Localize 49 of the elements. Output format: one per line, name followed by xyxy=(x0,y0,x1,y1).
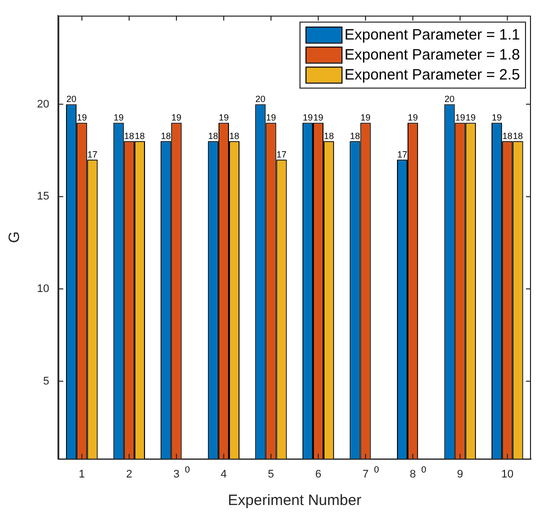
data-label: 19 xyxy=(313,112,324,123)
data-label: 18 xyxy=(324,131,334,142)
annotation: 0 xyxy=(421,464,426,474)
data-label: 20 xyxy=(444,94,455,104)
data-label: 18 xyxy=(134,131,145,142)
data-label: 18 xyxy=(160,131,171,142)
x-tick-label: 4 xyxy=(220,468,227,480)
data-label: 20 xyxy=(66,94,76,104)
data-label: 18 xyxy=(229,131,240,142)
data-label: 18 xyxy=(350,131,360,142)
x-tick-label: 5 xyxy=(268,468,274,480)
data-label: 19 xyxy=(408,112,418,123)
data-label: 19 xyxy=(360,112,371,123)
data-label: 20 xyxy=(255,94,266,104)
y-tick-label: 5 xyxy=(43,375,50,388)
y-tick-label: 10 xyxy=(36,282,50,295)
data-label: 19 xyxy=(455,112,466,123)
data-label: 18 xyxy=(502,131,512,142)
x-axis-title: Experiment Number xyxy=(228,492,362,510)
data-label: 19 xyxy=(302,112,313,123)
data-label: 19 xyxy=(171,112,182,123)
data-label: 17 xyxy=(87,150,98,160)
annotation: 0 xyxy=(184,464,190,474)
legend-label: Exponent Parameter = 2.5 xyxy=(344,66,520,84)
data-label: 19 xyxy=(114,112,124,123)
x-tick-label: 2 xyxy=(126,468,132,480)
data-label: 19 xyxy=(266,112,276,123)
x-tick-label: 6 xyxy=(315,468,322,480)
x-tick-label: 9 xyxy=(457,468,464,480)
legend-label: Exponent Parameter = 1.8 xyxy=(344,46,520,64)
y-axis-title: G xyxy=(6,231,24,244)
legend-label: Exponent Parameter = 1.1 xyxy=(344,26,520,44)
x-tick-label: 3 xyxy=(173,468,180,480)
data-label: 19 xyxy=(466,112,476,123)
data-label: 19 xyxy=(218,112,229,123)
data-label: 19 xyxy=(492,112,502,123)
x-tick-label: 8 xyxy=(410,468,416,480)
data-label: 19 xyxy=(76,112,87,123)
data-label: 17 xyxy=(276,150,287,160)
data-label: 18 xyxy=(208,131,218,142)
x-tick-label: 1 xyxy=(78,468,85,480)
x-tick-label: 7 xyxy=(362,468,369,480)
y-tick-label: 15 xyxy=(36,190,50,203)
annotation: 0 xyxy=(374,464,380,474)
data-label: 18 xyxy=(124,131,134,142)
y-tick-label: 20 xyxy=(36,98,50,110)
data-label: 18 xyxy=(512,131,523,142)
data-label: 17 xyxy=(397,150,408,160)
x-tick-label: 10 xyxy=(501,468,514,480)
